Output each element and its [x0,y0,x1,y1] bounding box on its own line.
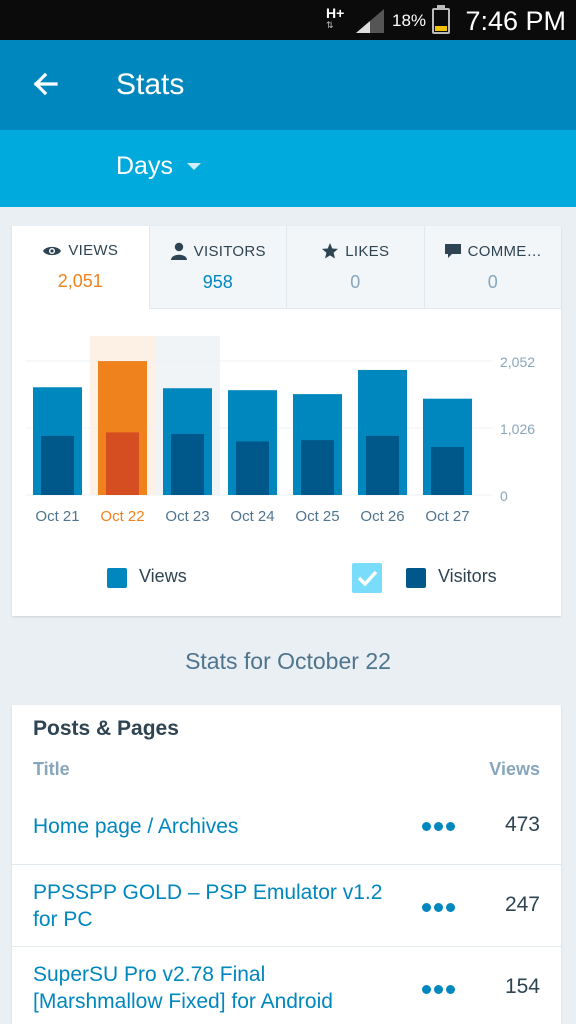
post-views: 154 [504,975,540,998]
visitors-bar[interactable] [236,441,269,495]
post-title[interactable]: PPSSPP GOLD – PSP Emulator v1.2 for PC [33,881,383,931]
legend-views-label: Views [139,566,187,586]
visitors-bar[interactable] [366,435,399,495]
tab-views[interactable]: VIEWS 2,051 [12,226,150,309]
more-options-icon[interactable] [422,985,456,995]
signal-icon [356,9,384,33]
battery-icon [432,5,450,34]
status-bar: H+ ⇅ 18% 7:46 PM [0,0,576,40]
network-type: H+ [326,5,345,21]
x-tick-label: Oct 21 [35,508,79,525]
chart-legend: Views Visitors [12,560,561,596]
tab-visitors[interactable]: VISITORS 958 [149,226,287,309]
visitors-toggle-checkbox[interactable] [352,563,382,593]
legend-visitors-label: Visitors [438,566,497,586]
visitors-bar[interactable] [301,440,334,495]
stat-type-tabs: VIEWS 2,051 VISITORS 958 LIKES 0 [12,226,561,309]
visitors-bar[interactable] [106,432,139,495]
app-bar: Stats [0,40,576,130]
visitors-bar[interactable] [171,433,204,495]
more-options-icon[interactable] [422,903,456,913]
tab-views-value: 2,051 [57,271,103,291]
post-title[interactable]: Home page / Archives [33,815,239,838]
data-arrows-icon: ⇅ [326,20,334,30]
visitors-bar[interactable] [431,447,464,495]
y-tick-label: 1,026 [500,421,535,437]
posts-pages-title: Posts & Pages [33,717,179,740]
page-title: Stats [116,68,185,101]
tab-likes-value: 0 [350,272,361,292]
period-label: Days [116,152,173,180]
period-filter-bar: Days [0,130,576,207]
posts-pages-card: Posts & Pages Title Views Home page / Ar… [12,705,561,1024]
y-tick-label: 2,052 [500,354,535,370]
list-item[interactable]: SuperSU Pro v2.78 Final [Marshmallow Fix… [12,947,561,1024]
visitors-bar[interactable] [41,435,74,495]
x-tick-label: Oct 25 [295,508,339,525]
checkmark-icon [357,570,378,587]
tab-visitors-value: 958 [202,272,233,292]
period-dropdown[interactable]: Days [116,152,201,181]
list-item[interactable]: PPSSPP GOLD – PSP Emulator v1.2 for PC 2… [12,865,561,947]
list-item[interactable]: Home page / Archives 473 [12,789,561,865]
battery-percent: 18% [392,11,427,30]
legend-visitors-swatch [406,568,426,588]
tab-comments-value: 0 [487,272,498,292]
legend-views-swatch [107,568,127,588]
y-tick-label: 0 [500,488,508,504]
eye-icon [43,246,62,255]
post-views: 473 [504,813,540,836]
tab-views-label: VIEWS [68,242,119,259]
network-indicator: H+ ⇅ [326,6,344,30]
tab-comments-label: COMME… [467,242,542,260]
star-icon [322,243,339,259]
x-tick-label: Oct 27 [425,508,469,525]
tab-visitors-label: VISITORS [193,242,266,260]
clock: 7:46 PM [465,6,566,36]
back-arrow-icon[interactable] [28,66,64,102]
stats-date-heading: Stats for October 22 [185,648,391,674]
x-tick-label: Oct 22 [100,508,144,525]
post-title[interactable]: SuperSU Pro v2.78 Final [Marshmallow Fix… [33,963,333,1013]
caret-down-icon [186,163,201,170]
tab-comments[interactable]: COMME… 0 [424,226,561,309]
person-icon [170,242,187,260]
x-tick-label: Oct 26 [360,508,404,525]
stats-chart-card: VIEWS 2,051 VISITORS 958 LIKES 0 [12,226,561,616]
column-header-title: Title [33,759,70,779]
column-header-views: Views [489,759,540,779]
tab-likes[interactable]: LIKES 0 [287,226,425,309]
tab-likes-label: LIKES [345,242,390,260]
more-options-icon[interactable] [422,822,456,832]
x-tick-label: Oct 24 [230,508,274,525]
views-bar-chart: 2,052 1,026 0 Oct 21 Oct 22 Oct 23 Oct 24 Oct 2… [26,336,535,525]
post-views: 247 [504,893,540,916]
x-tick-label: Oct 23 [165,508,209,525]
comment-icon [444,244,461,258]
